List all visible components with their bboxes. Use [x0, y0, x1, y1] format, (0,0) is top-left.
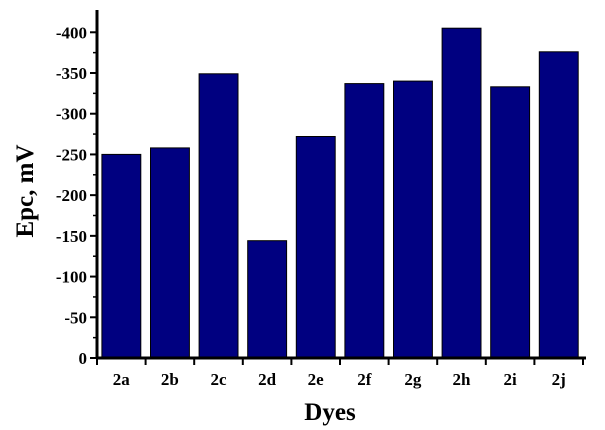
x-tick-label: 2c	[210, 370, 227, 389]
bar-2a	[101, 153, 142, 359]
x-tick-label: 2a	[113, 370, 131, 389]
x-tick-label: 2i	[503, 370, 517, 389]
y-tick-label: -400	[56, 23, 87, 42]
y-ticks-group: 0 -50 -100 -150 -200 -250 -300 -350 -400	[56, 23, 97, 368]
y-tick-label: 0	[79, 349, 88, 368]
x-tick-label: 2f	[357, 370, 372, 389]
y-axis-title: Epc, mV	[12, 144, 39, 237]
x-tick-label: 2h	[453, 370, 472, 389]
x-tick-label: 2g	[404, 370, 422, 389]
bar-2c	[198, 73, 239, 359]
x-axis-title: Dyes	[304, 399, 356, 426]
bar-2e	[295, 136, 336, 359]
y-tick-label: -300	[56, 105, 87, 124]
bars-group	[101, 27, 579, 359]
bar-2i	[490, 86, 531, 359]
y-tick-label: -350	[56, 64, 87, 83]
y-tick-label: -100	[56, 268, 87, 287]
x-tick-label: 2j	[552, 370, 566, 389]
x-ticks-group: 2a 2b 2c 2d 2e 2f 2g 2h 2i 2j	[96, 358, 584, 389]
x-tick-label: 2e	[308, 370, 325, 389]
y-tick-label: -150	[56, 227, 87, 246]
bar-2j	[538, 51, 579, 359]
bar-2h	[441, 27, 482, 359]
bar-2d	[247, 240, 288, 359]
bar-2f	[344, 83, 385, 359]
x-tick-label: 2d	[258, 370, 277, 389]
y-tick-label: -200	[56, 186, 87, 205]
x-tick-label: 2b	[161, 370, 179, 389]
bar-2g	[393, 80, 433, 359]
bar-2b	[150, 147, 190, 359]
y-tick-label: -50	[64, 308, 87, 327]
y-tick-label: -250	[56, 145, 87, 164]
